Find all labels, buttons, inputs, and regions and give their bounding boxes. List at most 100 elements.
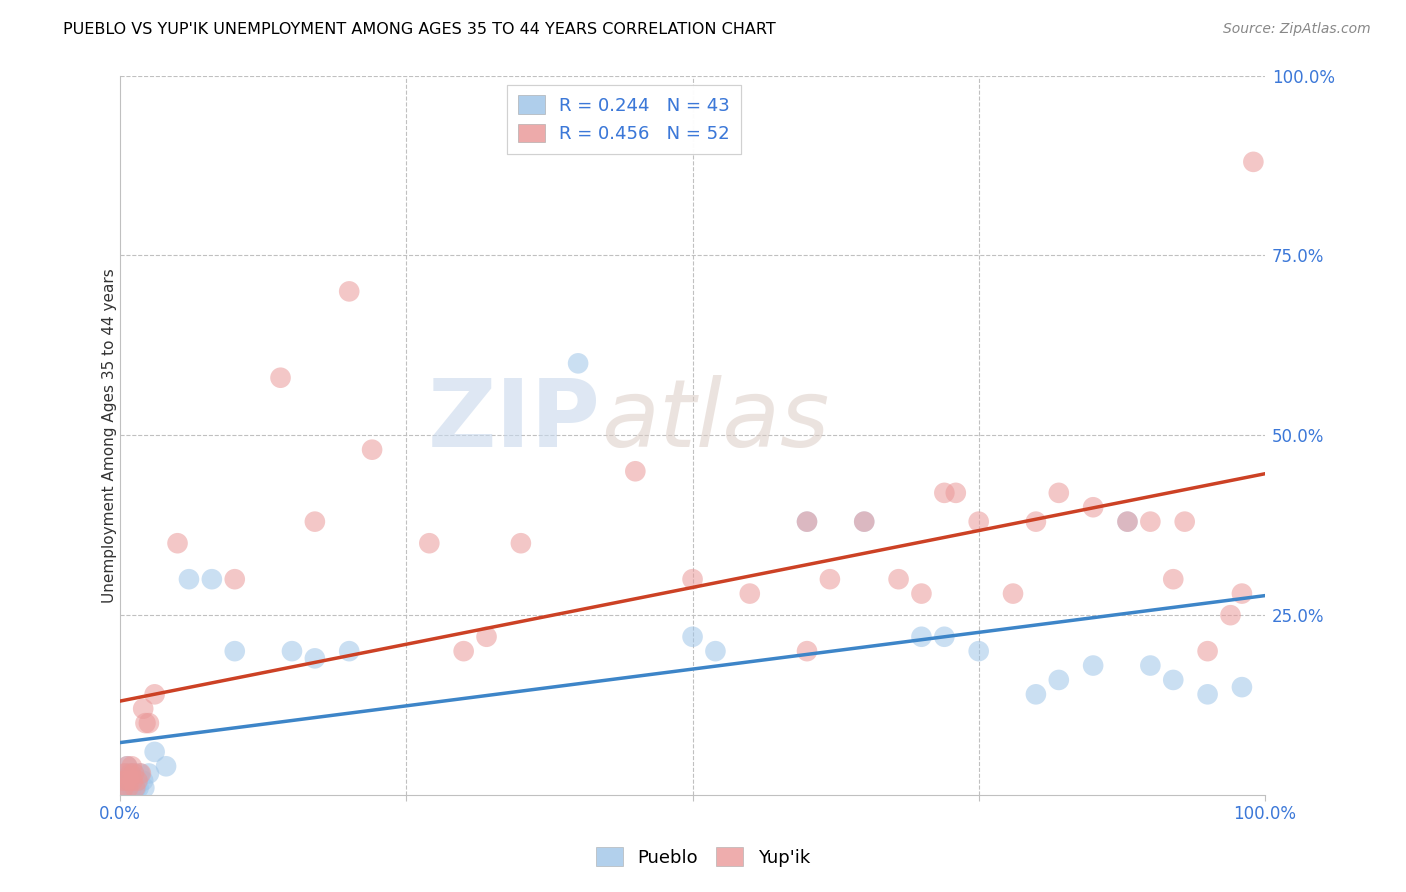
Point [124, 780, 146, 795]
Point [567, 356, 589, 370]
Point [112, 780, 135, 795]
Point [910, 586, 932, 600]
Legend: Pueblo, Yup'ik: Pueblo, Yup'ik [589, 840, 817, 874]
Point [934, 486, 956, 500]
Point [967, 644, 990, 658]
Point [224, 572, 246, 586]
Point [114, 766, 136, 780]
Point [945, 486, 967, 500]
Text: atlas: atlas [600, 376, 830, 467]
Point [1001, 586, 1024, 600]
Point [120, 766, 142, 780]
Point [853, 515, 876, 529]
Point [177, 572, 200, 586]
Point [114, 766, 136, 780]
Point [796, 515, 818, 529]
Point [132, 702, 155, 716]
Point [1081, 500, 1104, 515]
Point [1139, 658, 1161, 673]
Point [112, 780, 135, 795]
Point [1116, 515, 1139, 529]
Point [682, 630, 704, 644]
Point [967, 515, 990, 529]
Point [1139, 515, 1161, 529]
Point [129, 766, 152, 780]
Point [117, 780, 139, 795]
Point [134, 780, 156, 795]
Point [115, 773, 138, 788]
Point [1081, 658, 1104, 673]
Point [682, 572, 704, 586]
Point [122, 773, 145, 788]
Point [201, 572, 224, 586]
Point [887, 572, 910, 586]
Point [155, 759, 177, 773]
Point [853, 515, 876, 529]
Point [127, 773, 149, 788]
Point [1230, 586, 1253, 600]
Point [115, 759, 138, 773]
Point [132, 773, 155, 788]
Point [115, 759, 138, 773]
Point [1025, 515, 1047, 529]
Point [418, 536, 440, 550]
Point [361, 442, 384, 457]
Point [111, 773, 134, 788]
Point [1174, 515, 1197, 529]
Point [122, 766, 145, 780]
Text: Source: ZipAtlas.com: Source: ZipAtlas.com [1223, 22, 1371, 37]
Point [224, 644, 246, 658]
Point [134, 716, 156, 731]
Point [1116, 515, 1139, 529]
Point [1161, 572, 1184, 586]
Point [337, 644, 360, 658]
Point [281, 644, 304, 658]
Point [122, 766, 145, 780]
Point [304, 651, 326, 665]
Point [1241, 154, 1264, 169]
Point [1025, 687, 1047, 701]
Point [304, 515, 326, 529]
Point [796, 644, 818, 658]
Legend: R = 0.244   N = 43, R = 0.456   N = 52: R = 0.244 N = 43, R = 0.456 N = 52 [508, 85, 741, 154]
Point [1219, 608, 1241, 623]
Point [337, 285, 360, 299]
Point [128, 780, 150, 795]
Point [138, 716, 160, 731]
Point [111, 773, 134, 788]
Y-axis label: Unemployment Among Ages 35 to 44 years: Unemployment Among Ages 35 to 44 years [101, 268, 117, 603]
Point [143, 745, 166, 759]
Point [143, 687, 166, 701]
Point [138, 766, 160, 780]
Point [120, 766, 142, 780]
Point [910, 630, 932, 644]
Point [704, 644, 727, 658]
Point [115, 773, 138, 788]
Point [166, 536, 188, 550]
Point [818, 572, 841, 586]
Point [1197, 687, 1219, 701]
Point [128, 766, 150, 780]
Point [453, 644, 475, 658]
Point [124, 773, 146, 788]
Text: PUEBLO VS YUP'IK UNEMPLOYMENT AMONG AGES 35 TO 44 YEARS CORRELATION CHART: PUEBLO VS YUP'IK UNEMPLOYMENT AMONG AGES… [63, 22, 776, 37]
Point [121, 780, 143, 795]
Point [1161, 673, 1184, 687]
Point [796, 515, 818, 529]
Point [475, 630, 498, 644]
Point [121, 759, 143, 773]
Point [118, 773, 141, 788]
Point [127, 773, 149, 788]
Text: ZIP: ZIP [427, 375, 600, 467]
Point [738, 586, 761, 600]
Point [1047, 486, 1070, 500]
Point [117, 780, 139, 795]
Point [118, 773, 141, 788]
Point [509, 536, 531, 550]
Point [934, 630, 956, 644]
Point [624, 464, 647, 478]
Point [125, 780, 148, 795]
Point [270, 370, 292, 384]
Point [122, 773, 145, 788]
Point [1047, 673, 1070, 687]
